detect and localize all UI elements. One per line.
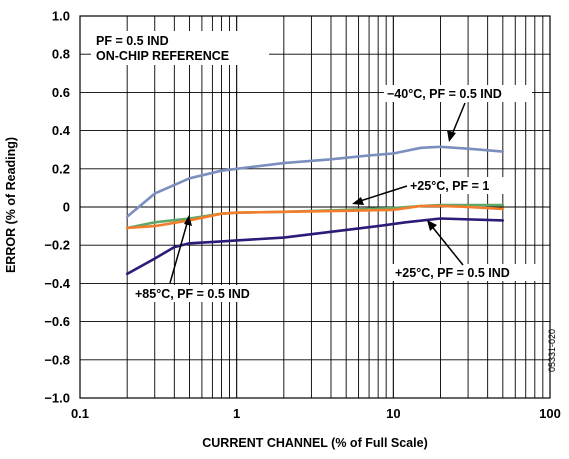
series-layer <box>125 145 505 276</box>
y-tick-label: 0.4 <box>52 123 71 138</box>
arrow-25pf05-line <box>429 223 464 266</box>
y-tick-label: −0.8 <box>44 352 70 367</box>
x-tick-label: 10 <box>386 406 400 421</box>
x-tick-label: 1 <box>233 406 240 421</box>
y-tick-label: 0.8 <box>52 47 70 62</box>
label-minus40-bg <box>384 85 532 102</box>
y-tick-label: 0.6 <box>52 85 70 100</box>
y-tick-label: 1.0 <box>52 9 70 24</box>
arrow-minus40-head <box>447 130 456 142</box>
x-tick-label: 100 <box>539 406 561 421</box>
x-axis-title: CURRENT CHANNEL (% of Full Scale) <box>202 436 427 450</box>
series-line-2 <box>125 217 505 276</box>
label-85-bg <box>132 285 280 302</box>
arrow-85-line <box>169 219 189 284</box>
note-pf-label: PF = 0.5 IND <box>96 34 169 48</box>
note-reference-label: ON-CHIP REFERENCE <box>96 49 229 63</box>
label-25pf1: +25°C, PF = 1 <box>410 179 489 193</box>
series-line-1 <box>125 203 505 230</box>
y-tick-label: −0.2 <box>44 238 70 253</box>
arrow-85-head <box>184 215 192 226</box>
y-tick-label: 0.2 <box>52 161 70 176</box>
figure-id: 05331-020 <box>547 329 557 372</box>
y-tick-label: 0 <box>63 200 70 215</box>
label-25pf05: +25°C, PF = 0.5 IND <box>395 266 510 280</box>
label-25pf05-bg <box>392 264 540 281</box>
y-tick-label: −0.6 <box>44 314 70 329</box>
arrow-25pf05-head <box>427 220 437 231</box>
series-line-3 <box>125 204 505 230</box>
label-25pf1-bg <box>408 177 514 194</box>
tick-layer: 1.0 0.8 0.6 0.4 0.2 0 −0.2 −0.4 −0.6 −0.8 −1.00.1 1… <box>44 9 561 422</box>
plot-frame <box>79 15 551 399</box>
note-box-bg <box>91 31 269 65</box>
y-axis-title: ERROR (% of Reading) <box>4 137 18 273</box>
label-minus40: −40°C, PF = 0.5 IND <box>387 87 502 101</box>
y-tick-label: −0.4 <box>44 276 70 291</box>
y-tick-label: −1.0 <box>44 391 70 406</box>
label-85: +85°C, PF = 0.5 IND <box>135 287 250 301</box>
arrow-25pf1-head <box>352 197 364 205</box>
arrow-minus40-line <box>450 102 466 138</box>
arrow-25pf1-line <box>356 185 408 203</box>
x-tick-label: 0.1 <box>71 406 89 421</box>
series-line-0 <box>125 145 505 218</box>
